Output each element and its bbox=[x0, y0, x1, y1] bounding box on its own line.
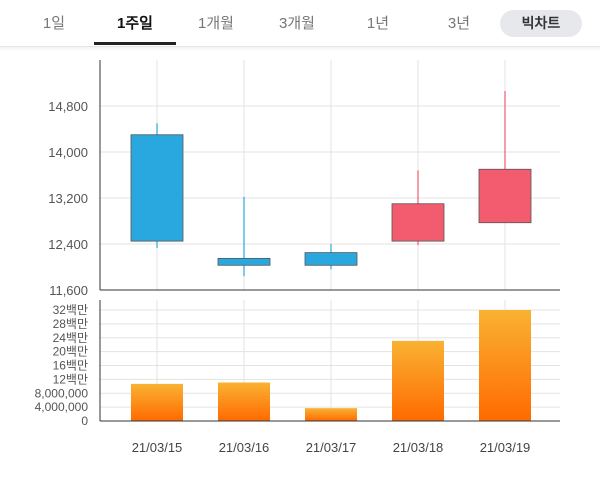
candle-body bbox=[217, 257, 271, 266]
volume-tick-label: 32백만 bbox=[53, 303, 88, 317]
volume-tick-label: 8,000,000 bbox=[35, 386, 89, 400]
volume-bar bbox=[479, 310, 531, 421]
volume-tick-label: 24백만 bbox=[53, 331, 88, 345]
volume-bar bbox=[218, 382, 270, 421]
candle-body bbox=[478, 168, 532, 224]
date-tick-label: 21/03/16 bbox=[219, 440, 270, 455]
price-tick-label: 12,400 bbox=[48, 237, 88, 252]
volume-bar bbox=[305, 408, 357, 421]
price-tick-label: 14,000 bbox=[48, 145, 88, 160]
volume-tick-label: 12백만 bbox=[53, 372, 88, 386]
tab-1week[interactable]: 1주일 bbox=[117, 15, 153, 32]
date-tick-label: 21/03/18 bbox=[393, 440, 444, 455]
price-tick-label: 13,200 bbox=[48, 191, 88, 206]
date-tick-label: 21/03/19 bbox=[480, 440, 531, 455]
bigchart-button[interactable]: 빅차트 bbox=[500, 10, 582, 37]
volume-tick-label: 4,000,000 bbox=[35, 400, 89, 414]
active-tab-indicator bbox=[94, 42, 176, 45]
volume-bar bbox=[392, 340, 444, 421]
price-tick-label: 11,600 bbox=[49, 283, 88, 298]
date-tick-label: 21/03/15 bbox=[132, 440, 183, 455]
tab-1year[interactable]: 1년 bbox=[366, 15, 390, 32]
candle-body bbox=[304, 252, 358, 266]
candle-body bbox=[130, 134, 184, 242]
tab-1month[interactable]: 1개월 bbox=[198, 15, 234, 32]
volume-tick-label: 0 bbox=[81, 414, 88, 428]
tab-1day[interactable]: 1일 bbox=[42, 15, 66, 32]
date-tick-label: 21/03/17 bbox=[306, 440, 357, 455]
volume-tick-label: 28백만 bbox=[53, 317, 88, 331]
period-tabs: 1일 1주일 1개월 3개월 1년 3년 빅차트 bbox=[0, 0, 600, 47]
volume-tick-label: 20백만 bbox=[53, 345, 88, 359]
tab-3years[interactable]: 3년 bbox=[447, 15, 471, 32]
candle-body bbox=[391, 203, 445, 242]
volume-bar bbox=[131, 383, 183, 421]
tab-3months[interactable]: 3개월 bbox=[279, 15, 315, 32]
price-tick-label: 14,800 bbox=[48, 99, 88, 114]
volume-tick-label: 16백만 bbox=[53, 359, 88, 373]
